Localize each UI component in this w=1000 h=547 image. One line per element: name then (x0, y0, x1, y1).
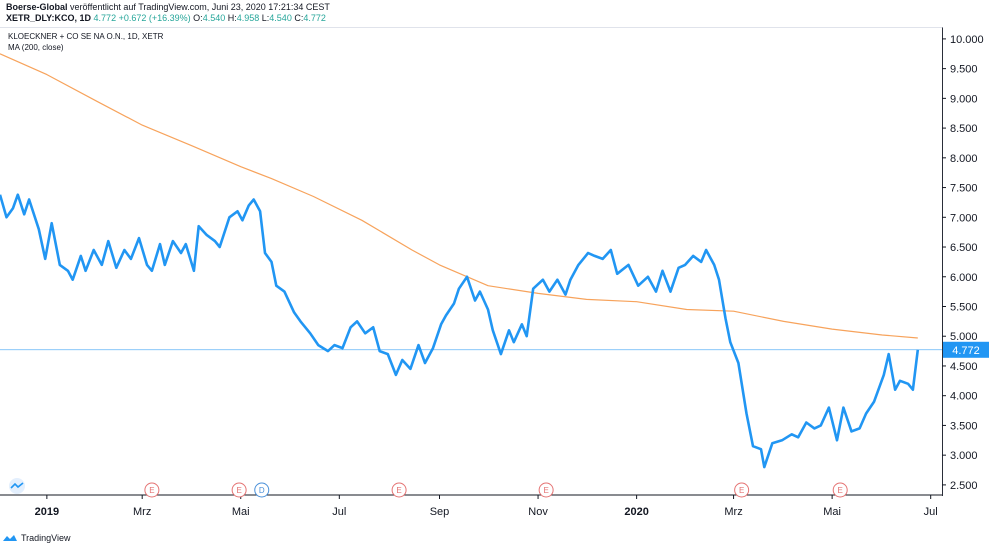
x-tick-label: Mai (232, 506, 250, 518)
open-label: O: (193, 13, 203, 23)
earnings-event-marker[interactable] (832, 482, 848, 498)
x-tick-label: Jul (332, 506, 346, 518)
published-text: veröffentlicht auf TradingView.com, Juni… (67, 2, 330, 12)
y-tick-label: 3.000 (950, 450, 978, 462)
y-tick-label: 8.500 (950, 123, 978, 135)
ma-legend-label: MA (200, close) (8, 43, 64, 52)
y-tick-label: 2.500 (950, 480, 978, 492)
symbol-line: XETR_DLY:KCO, 1D 4.772 +0.672 (+16.39%) … (6, 13, 330, 24)
footer-brand-label: TradingView (21, 533, 71, 543)
earnings-event-marker[interactable] (391, 482, 407, 498)
earnings-event-marker[interactable] (144, 482, 160, 498)
event-marker-label: E (543, 486, 548, 495)
y-tick-label: 6.000 (950, 272, 978, 284)
earnings-event-marker[interactable] (538, 482, 554, 498)
y-tick-label: 9.500 (950, 64, 978, 76)
close-value: 4.772 (303, 13, 326, 23)
y-tick-label: 9.000 (950, 93, 978, 105)
earnings-event-marker[interactable] (734, 482, 750, 498)
last-price: 4.772 (93, 13, 117, 23)
high-value: 4.958 (236, 13, 260, 23)
y-tick-label: 10.000 (950, 34, 984, 46)
tradingview-logo-icon (3, 535, 17, 541)
symbol-name: XETR_DLY:KCO, 1D (6, 13, 92, 23)
event-marker-label: E (149, 486, 154, 495)
publisher-name: Boerse-Global (6, 2, 68, 12)
dividend-event-marker[interactable] (254, 482, 270, 498)
x-tick-label: Mai (823, 506, 841, 518)
open-value: 4.540 (202, 13, 226, 23)
x-tick-label: 2020 (624, 506, 648, 518)
y-tick-label: 5.500 (950, 301, 978, 313)
x-tick-label: Sep (430, 506, 450, 518)
last-value-badge (943, 341, 989, 358)
publisher-line: Boerse-Global veröffentlicht auf Trading… (6, 2, 330, 13)
low-label: L: (261, 13, 270, 23)
x-tick-label: Jul (924, 506, 938, 518)
price-line (0, 193, 920, 469)
ma-line (0, 53, 918, 339)
x-tick-label: 2019 (35, 506, 59, 518)
event-marker-label: D (259, 486, 265, 495)
footer-brand[interactable]: TradingView (2, 533, 71, 543)
y-tick-label: 4.500 (950, 361, 978, 373)
earnings-event-marker[interactable] (231, 482, 247, 498)
event-marker-label: E (236, 486, 241, 495)
chart-header: Boerse-Global veröffentlicht auf Trading… (6, 2, 330, 24)
last-value-label: 4.772 (952, 345, 980, 357)
y-tick-label: 8.000 (950, 153, 978, 165)
event-marker-label: E (739, 486, 744, 495)
y-tick-label: 6.500 (950, 242, 978, 254)
y-tick-label: 7.000 (950, 212, 978, 224)
x-tick-label: Mrz (724, 506, 742, 518)
x-tick-label: Nov (528, 506, 548, 518)
y-tick-label: 3.500 (950, 420, 978, 432)
high-label: H: (227, 13, 237, 23)
tradingview-watermark-icon (9, 478, 25, 494)
low-value: 4.540 (269, 13, 292, 23)
y-tick-label: 7.500 (950, 183, 978, 195)
y-tick-label: 5.000 (950, 331, 978, 343)
price-change: +0.672 (+16.39%) (118, 13, 191, 23)
plot-area[interactable] (0, 27, 943, 496)
chart-title: KLOECKNER + CO SE NA O.N., 1D, XETR (8, 32, 164, 41)
x-tick-label: Mrz (133, 506, 151, 518)
event-marker-label: E (838, 486, 843, 495)
close-label: C: (294, 13, 304, 23)
event-marker-label: E (396, 486, 401, 495)
y-tick-label: 4.000 (950, 391, 978, 403)
